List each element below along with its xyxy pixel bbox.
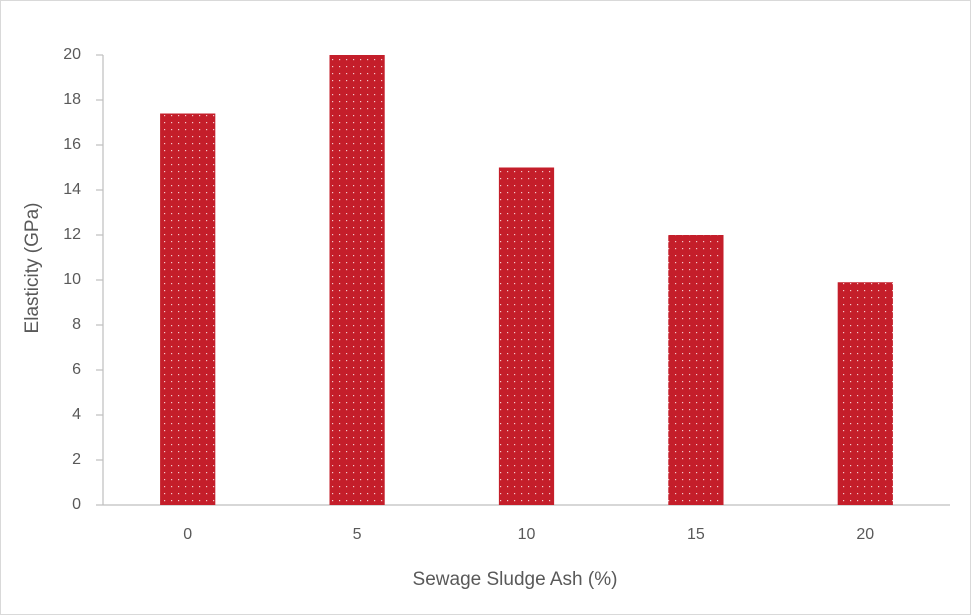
x-tick-label: 5 [353, 526, 362, 543]
y-tick-label: 18 [63, 91, 81, 108]
y-tick-label: 12 [63, 226, 81, 243]
y-tick-label: 0 [72, 496, 81, 513]
y-tick-label: 14 [63, 181, 81, 198]
y-axis-title: Elasticity (GPa) [22, 203, 43, 334]
x-tick-label: 0 [183, 526, 192, 543]
y-tick-label: 10 [63, 271, 81, 288]
bar [329, 55, 385, 505]
x-tick-label: 15 [687, 526, 705, 543]
x-tick-label: 10 [518, 526, 536, 543]
bar [668, 235, 724, 505]
bar [160, 113, 216, 505]
x-tick-label: 20 [856, 526, 874, 543]
y-tick-label: 6 [72, 361, 81, 378]
y-tick-label: 16 [63, 136, 81, 153]
bar [498, 167, 555, 505]
y-tick-label: 4 [72, 406, 81, 423]
y-tick-label: 2 [72, 451, 81, 468]
bar [837, 282, 893, 505]
y-tick-label: 20 [63, 46, 81, 63]
x-axis-title: Sewage Sludge Ash (%) [413, 569, 618, 590]
y-tick-label: 8 [72, 316, 81, 333]
